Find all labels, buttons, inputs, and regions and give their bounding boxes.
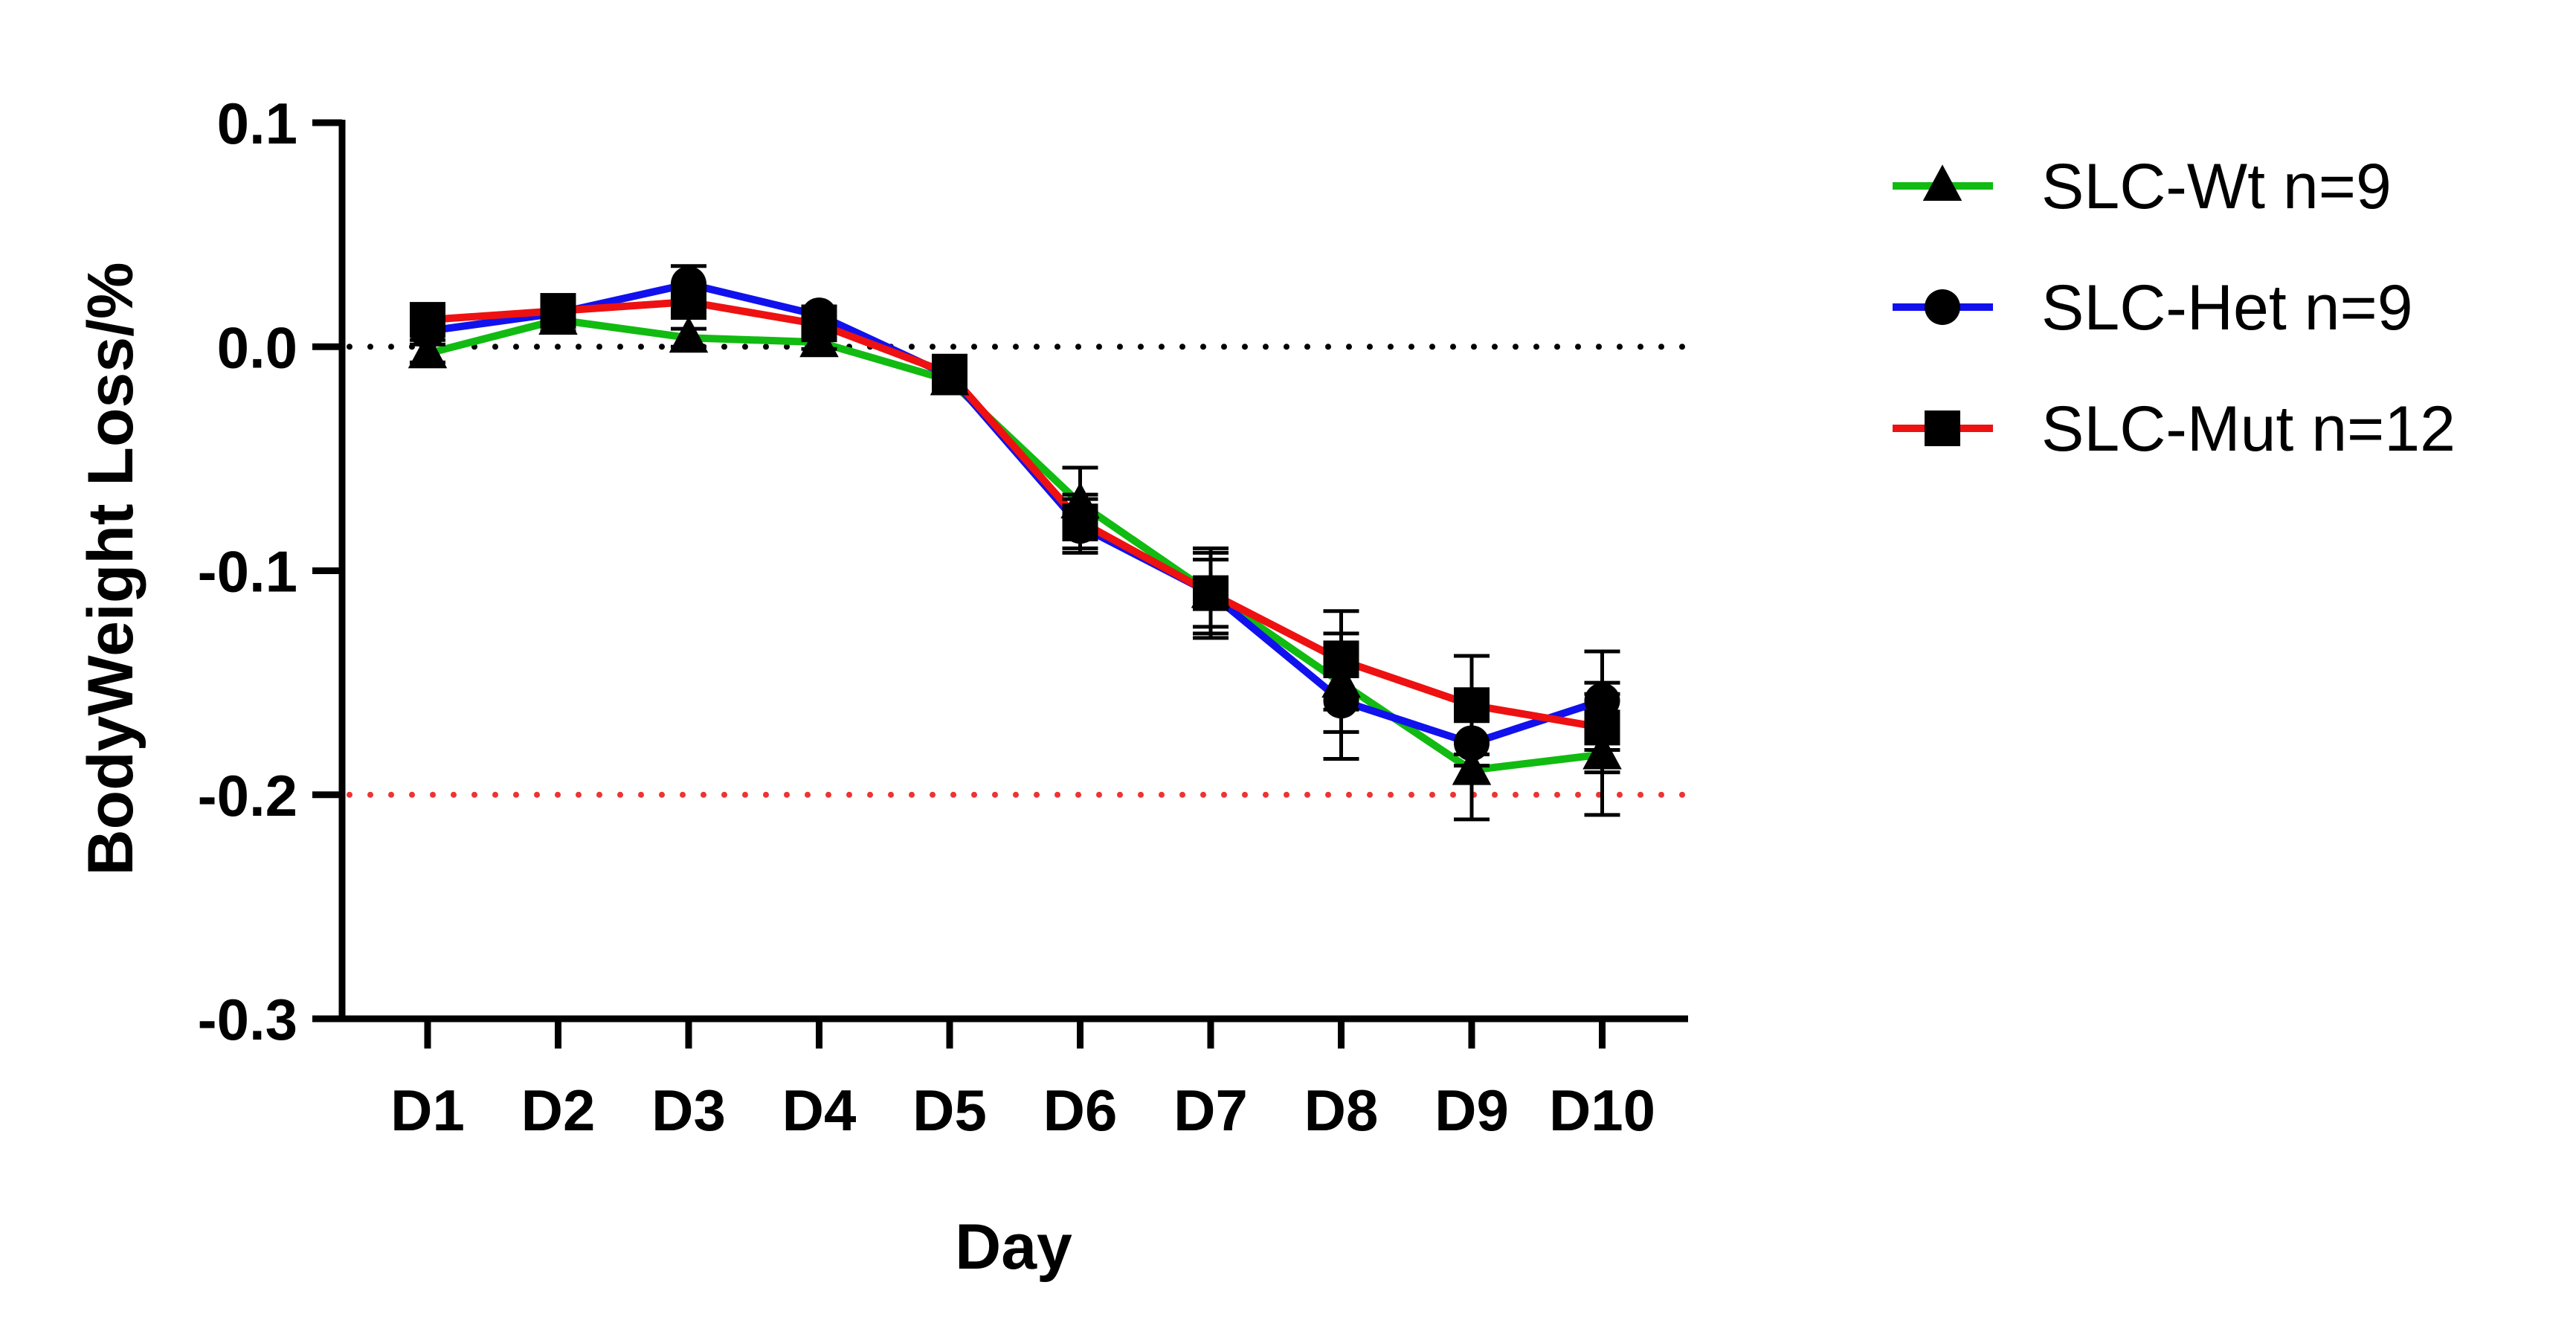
x-tick-label: D7 — [1173, 1078, 1248, 1143]
reference-lines — [347, 344, 1691, 798]
x-tick-label: D10 — [1549, 1078, 1655, 1143]
data-point — [1584, 680, 1620, 775]
square-marker — [540, 293, 576, 329]
data-point — [408, 332, 448, 369]
legend-label: SLC-Wt n=9 — [2041, 151, 2392, 222]
square-marker — [1584, 709, 1620, 746]
legend-label: SLC-Mut n=12 — [2041, 393, 2456, 465]
x-tick-label: D2 — [521, 1078, 596, 1143]
data-point — [671, 284, 706, 320]
square-marker — [671, 284, 706, 320]
y-tick-label: -0.3 — [198, 987, 297, 1052]
y-tick-label: -0.1 — [198, 539, 297, 605]
series-line — [427, 298, 1603, 732]
legend: SLC-Wt n=9 SLC-Het n=9 SLC-Mut n=12 — [1893, 151, 2456, 465]
legend-label: SLC-Het n=9 — [2041, 272, 2413, 344]
triangle-marker — [669, 316, 709, 353]
square-marker — [932, 355, 967, 392]
x-tick-label: D3 — [651, 1078, 726, 1143]
data-point — [1323, 609, 1359, 712]
legend-item: SLC-Het n=9 — [1893, 272, 2413, 344]
series-layer — [426, 280, 1604, 774]
x-tick-label: D5 — [912, 1078, 987, 1143]
circle-marker — [1925, 289, 1960, 325]
data-point — [1193, 557, 1229, 629]
square-marker — [1062, 503, 1098, 540]
y-tick-label: 0.1 — [217, 91, 297, 156]
y-ticks: 0.1 0.0 -0.1 -0.2 -0.3 — [198, 91, 342, 1052]
square-marker — [1323, 642, 1359, 678]
y-tick-label: 0.0 — [217, 315, 297, 380]
square-marker — [1454, 687, 1490, 724]
data-point — [540, 293, 576, 329]
data-point — [1062, 492, 1098, 550]
square-marker — [1925, 410, 1960, 446]
x-ticks: D1 D2 D3 D4 D5 D6 D7 D8 D9 D10 — [390, 1019, 1655, 1143]
data-point — [669, 316, 709, 353]
axes: 0.1 0.0 -0.1 -0.2 -0.3 D1 D2 D3 D4 D5 D6 D7 D8 D9 D10 — [198, 91, 1688, 1143]
triangle-marker — [1922, 164, 1962, 201]
series-line — [427, 280, 1604, 747]
x-tick-label: D4 — [782, 1078, 857, 1143]
square-marker — [801, 306, 837, 343]
marker-layer — [408, 264, 1622, 822]
legend-item: SLC-Wt n=9 — [1893, 151, 2392, 222]
data-point — [1454, 654, 1490, 757]
x-tick-label: D6 — [1043, 1078, 1118, 1143]
x-tick-label: D8 — [1304, 1078, 1379, 1143]
legend-item: SLC-Mut n=12 — [1893, 393, 2456, 465]
x-tick-label: D9 — [1434, 1078, 1509, 1143]
triangle-marker — [408, 332, 448, 369]
data-point — [932, 353, 967, 393]
series-line — [426, 316, 1603, 774]
square-marker — [410, 302, 445, 338]
y-tick-label: -0.2 — [198, 763, 297, 828]
data-point — [410, 302, 445, 338]
square-marker — [1193, 575, 1229, 611]
x-axis-label: Day — [955, 1211, 1072, 1283]
x-tick-label: D1 — [390, 1078, 465, 1143]
y-axis-label: BodyWeight Loss/% — [75, 262, 146, 875]
data-point — [801, 306, 837, 343]
